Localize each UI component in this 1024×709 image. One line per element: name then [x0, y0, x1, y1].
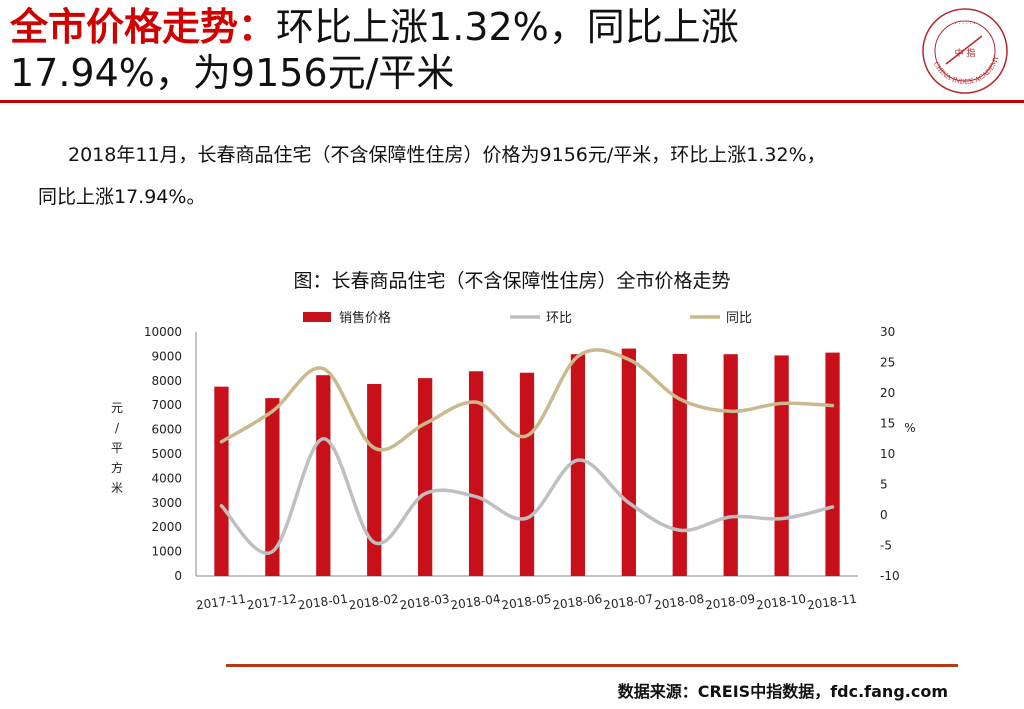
legend-label: 同比	[726, 311, 752, 326]
x-tick-label: 2018-02	[348, 592, 400, 613]
china-index-academy-logo: CHINA INDEX ACADEMY · · · · · · 中 指	[922, 8, 1008, 94]
x-tick-label: 2018-03	[399, 592, 451, 613]
bar-sales-price	[367, 383, 382, 576]
title-line-1: 全市价格走势：环比上涨1.32%，同比上涨	[10, 4, 910, 50]
summary-paragraph: 2018年11月，长春商品住宅（不含保障性住房）价格为9156元/平米，环比上涨…	[38, 134, 998, 218]
summary-text-1: 2018年11月，长春商品住宅（不含保障性住房）价格为9156元/平米，环比上涨…	[68, 144, 826, 166]
x-tick-label: 2017-12	[246, 592, 298, 613]
legend-label: 销售价格	[339, 310, 391, 326]
summary-line-1: 2018年11月，长春商品住宅（不含保障性住房）价格为9156元/平米，环比上涨…	[38, 134, 998, 176]
title-divider	[0, 100, 1024, 103]
y-right-tick-label: 25	[880, 356, 895, 370]
bar-sales-price	[519, 372, 535, 576]
series-line-mom	[219, 437, 835, 555]
y-left-axis-label-char: 元	[111, 401, 123, 415]
y-left-tick-label: 5000	[151, 447, 182, 461]
bar-sales-price	[672, 353, 687, 576]
y-left-axis-label-char: 方	[111, 460, 123, 475]
y-left-tick-label: 7000	[151, 398, 182, 412]
y-left-tick-label: 8000	[151, 374, 182, 388]
x-tick-label: 2018-06	[552, 592, 604, 613]
y-left-tick-label: 2000	[151, 520, 182, 534]
y-left-axis-label-char: 平	[111, 441, 123, 455]
y-left-axis-label-char: 米	[111, 481, 123, 495]
x-tick-label: 2017-11	[195, 592, 247, 613]
summary-line-2: 同比上涨17.94%。	[38, 186, 206, 208]
page-title: 全市价格走势：环比上涨1.32%，同比上涨 17.94%，为9156元/平米	[10, 4, 910, 96]
y-right-axis-label: %	[904, 421, 915, 435]
y-right-tick-label: -10	[880, 569, 900, 583]
y-left-axis-label-char: /	[115, 421, 120, 435]
y-left-tick-label: 3000	[151, 496, 182, 510]
x-tick-label: 2018-05	[501, 592, 553, 613]
y-left-tick-label: 1000	[151, 545, 182, 559]
bar-sales-price	[825, 352, 840, 576]
y-right-tick-label: 20	[880, 386, 895, 400]
chart-title: 图：长春商品住宅（不含保障性住房）全市价格走势	[293, 270, 731, 292]
data-source: 数据来源：CREIS中指数据，fdc.fang.com	[617, 682, 948, 701]
svg-text:· · · · · ·: · · · · · ·	[955, 21, 976, 28]
bar-sales-price	[316, 375, 331, 576]
legend-swatch-sales-price	[303, 312, 331, 322]
y-left-tick-label: 0	[174, 569, 182, 583]
y-right-tick-label: 10	[880, 447, 895, 461]
bar-sales-price	[214, 386, 229, 576]
x-tick-label: 2018-08	[653, 592, 705, 613]
y-right-tick-label: -5	[880, 539, 892, 553]
bar-sales-price	[265, 398, 280, 576]
y-right-tick-label: 0	[880, 508, 888, 522]
title-keyword: 全市价格走势：	[10, 5, 277, 49]
y-right-tick-label: 5	[880, 478, 888, 492]
x-tick-label: 2018-01	[297, 592, 349, 613]
y-left-tick-label: 9000	[151, 349, 182, 363]
footer-divider	[226, 664, 958, 667]
bar-sales-price	[418, 378, 433, 576]
x-tick-label: 2018-09	[704, 592, 756, 613]
y-right-tick-label: 15	[880, 417, 895, 431]
title-summary: 环比上涨1.32%，同比上涨	[276, 5, 739, 49]
x-tick-label: 2018-11	[806, 592, 858, 613]
x-tick-label: 2018-10	[755, 592, 807, 613]
x-tick-label: 2018-04	[450, 592, 502, 613]
legend-label: 环比	[546, 311, 572, 326]
y-left-tick-label: 6000	[151, 423, 182, 437]
bar-sales-price	[723, 354, 738, 576]
bar-sales-price	[468, 371, 484, 576]
y-right-tick-label: 30	[880, 325, 895, 339]
bar-sales-price	[621, 348, 636, 576]
title-line-2: 17.94%，为9156元/平米	[10, 51, 455, 95]
y-left-tick-label: 4000	[151, 471, 182, 485]
y-left-tick-label: 10000	[144, 325, 182, 339]
bar-sales-price	[774, 355, 789, 576]
bar-sales-price	[570, 354, 586, 576]
logo-center-text: 中 指	[955, 47, 976, 59]
x-tick-label: 2018-07	[602, 592, 654, 613]
